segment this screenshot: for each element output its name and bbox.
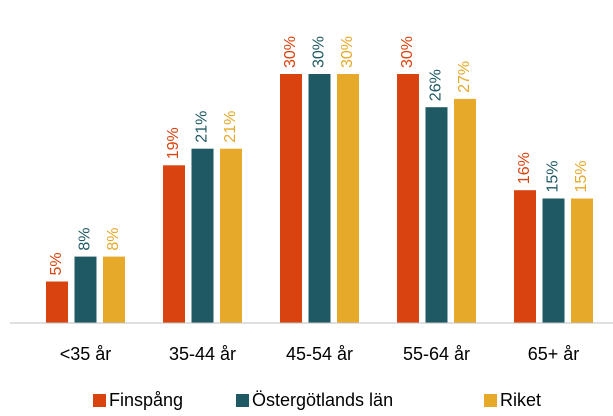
bar [454,98,476,324]
legend-swatch [236,394,249,407]
value-label: 15% [573,160,590,192]
x-tick-label: 35-44 år [169,344,236,364]
value-label: 8% [77,227,94,250]
legend-swatch [484,394,497,407]
legend-label: Riket [500,390,541,410]
bar [425,107,448,323]
x-tick-label: 55-64 år [403,344,470,364]
bar [163,165,185,323]
value-label: 30% [282,36,299,68]
bar [46,281,68,323]
value-label: 8% [105,227,122,250]
value-label: 27% [456,61,473,93]
value-label: 19% [165,127,182,159]
legend-swatch [93,394,106,407]
value-label: 26% [428,69,445,101]
value-label: 30% [311,36,328,68]
bar [514,190,536,323]
bar [74,256,97,323]
bar [308,74,331,323]
value-label: 30% [399,36,416,68]
value-label: 16% [516,152,533,184]
bar [571,198,593,323]
value-label: 21% [194,111,211,143]
bar [191,148,214,323]
value-label: 21% [222,111,239,143]
value-label: 30% [339,36,356,68]
value-label: 5% [48,252,65,275]
legend-label: Östergötlands län [252,390,393,410]
bar [280,74,302,323]
bar [337,74,359,323]
x-tick-label: 45-54 år [286,344,353,364]
value-label: 15% [545,160,562,192]
bar [542,198,565,323]
bar [103,256,125,323]
bar [397,74,419,323]
x-tick-label: <35 år [60,344,112,364]
legend-label: Finspång [109,390,183,410]
bar [220,148,242,323]
x-tick-label: 65+ år [528,344,580,364]
